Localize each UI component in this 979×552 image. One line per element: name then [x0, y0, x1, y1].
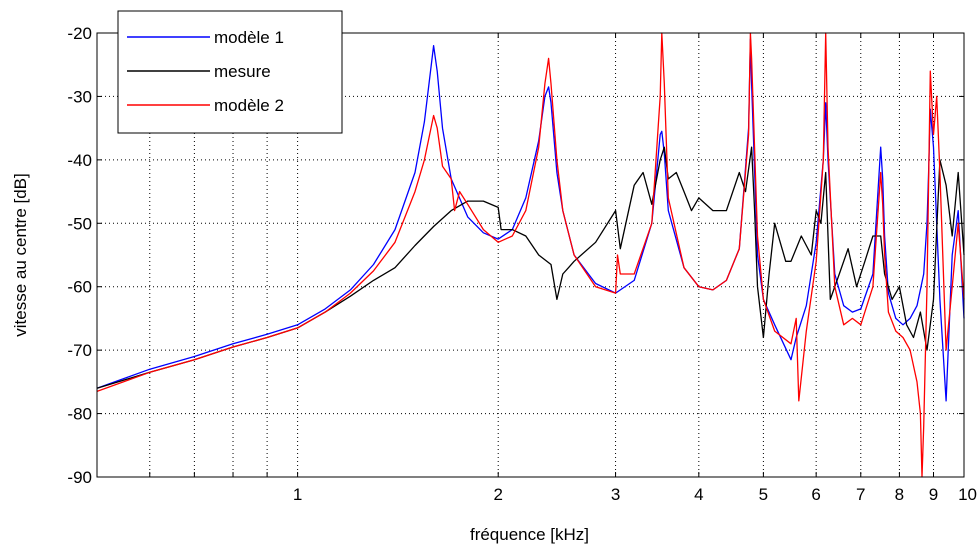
y-tick-label: -80: [67, 405, 92, 424]
x-tick-label: 1: [293, 485, 302, 504]
y-tick-label: -60: [67, 278, 92, 297]
x-tick-label: 9: [929, 485, 938, 504]
y-tick-labels: -20 -30 -40 -50 -60 -70 -80 -90: [67, 24, 92, 487]
legend-label-modele-2: modèle 2: [214, 96, 284, 115]
x-axis-label: fréquence [kHz]: [470, 525, 589, 544]
x-tick-label: 2: [493, 485, 502, 504]
y-axis-label: vitesse au centre [dB]: [11, 173, 30, 336]
legend-box: [117, 10, 343, 134]
x-tick-label: 10: [958, 485, 977, 504]
legend-label-mesure: mesure: [214, 62, 271, 81]
axes-frame: [96, 32, 965, 478]
x-tick-label: 5: [759, 485, 768, 504]
y-tick-label: -20: [67, 24, 92, 43]
x-tick-labels: 1 2 3 4 5 6 7 8 9 10: [293, 485, 977, 504]
series-line-1: [96, 146, 965, 389]
x-tick-label: 3: [611, 485, 620, 504]
y-tick-label: -30: [67, 87, 92, 106]
series-group: [96, 32, 965, 478]
x-tick-label: 7: [856, 485, 865, 504]
y-tick-label: -90: [67, 468, 92, 487]
y-tick-label: -40: [67, 151, 92, 170]
y-tick-label: -50: [67, 214, 92, 233]
x-tick-label: 8: [895, 485, 904, 504]
legend-label-modele-1: modèle 1: [214, 28, 284, 47]
y-tick-label: -70: [67, 341, 92, 360]
x-tick-label: 4: [694, 485, 703, 504]
series-line-2: [96, 32, 965, 478]
legend: modèle 1 mesure modèle 2: [117, 10, 343, 134]
x-tick-label: 6: [811, 485, 820, 504]
